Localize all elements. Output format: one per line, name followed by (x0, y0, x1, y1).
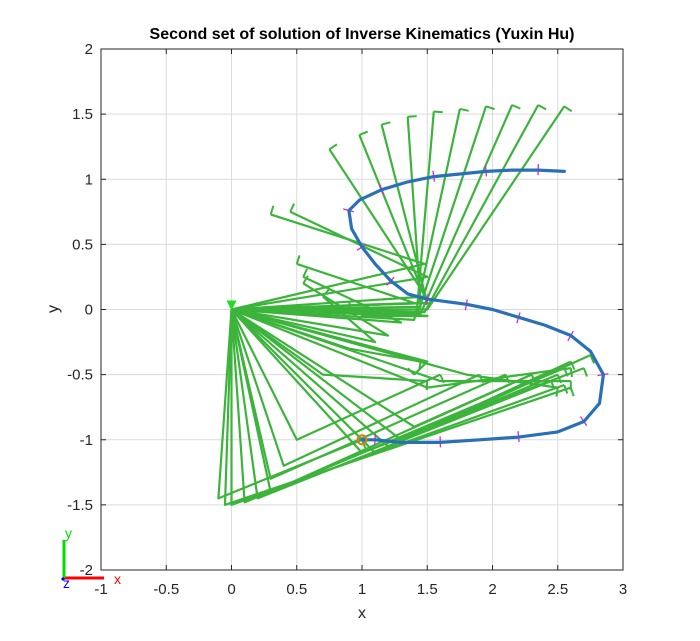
gripper-mark (555, 387, 559, 397)
arm-configuration (230, 309, 441, 441)
x-tick-label: 2.5 (547, 581, 568, 598)
arm-configuration (230, 308, 428, 383)
y-tick-label: 1 (85, 171, 93, 188)
arm-configuration (230, 309, 552, 500)
gripper-mark (485, 105, 495, 111)
y-tick-label: -1 (80, 432, 93, 449)
gripper-mark (328, 143, 338, 151)
triad-z-label: z (63, 575, 70, 591)
gripper-mark (433, 110, 443, 114)
gripper-mark (269, 205, 275, 215)
y-tick-label: 1.5 (72, 106, 93, 123)
markers (226, 300, 368, 446)
gripper-mark (569, 361, 576, 371)
arm-configuration (231, 282, 390, 337)
arm-configuration (231, 275, 403, 324)
x-tick-label: 0.5 (286, 581, 307, 598)
arm-configuration (231, 108, 461, 321)
gripper-mark (407, 367, 415, 376)
x-tick-label: -0.5 (153, 581, 179, 598)
gripper-mark (289, 203, 295, 213)
triad-x-label: x (114, 571, 121, 587)
arm-configuration (223, 309, 572, 506)
arm-configuration (230, 308, 559, 441)
x-tick-label: 1.5 (417, 581, 438, 598)
y-tick-label: -2 (80, 562, 93, 579)
gripper-mark (511, 104, 521, 110)
arm-configuration (231, 308, 429, 318)
x-tick-label: 3 (619, 581, 627, 598)
triad-z-axis (60, 576, 66, 582)
arm-configuration (231, 262, 416, 311)
y-tick-label: 0.5 (72, 236, 93, 253)
chart-title: Second set of solution of Inverse Kinema… (150, 26, 575, 43)
axis-ticks: -1 -0.5 0 0.5 1 1.5 2 2.5 3 -2 -1.5 -1 -0.5 0 0.5 1 1.5 2 (67, 41, 627, 598)
gripper-mark (589, 354, 596, 364)
x-tick-label: -1 (94, 581, 107, 598)
gripper-mark (381, 121, 391, 126)
gripper-mark (359, 130, 369, 136)
x-tick-label: 2 (488, 581, 496, 598)
arm-configuration (231, 213, 426, 311)
gripper-mark (347, 300, 351, 310)
base-marker (226, 300, 237, 311)
end-effector-path (347, 168, 606, 444)
axes-triad: x y z (60, 525, 121, 591)
triad-y-label: y (65, 525, 72, 541)
y-tick-label: 0 (85, 302, 93, 319)
gripper-mark (302, 275, 309, 284)
x-tick-label: 1 (358, 581, 366, 598)
path-line (347, 168, 606, 444)
x-tick-label: 0 (227, 581, 235, 598)
arm-configuration (230, 308, 572, 448)
y-axis-label: y (45, 305, 62, 313)
arm-configuration (231, 308, 571, 389)
gripper-mark (425, 381, 429, 391)
arm-configuration (230, 308, 591, 454)
arm-configuration (230, 309, 565, 506)
arm-configuration (231, 308, 571, 383)
gripper-mark (302, 268, 308, 278)
arm-configuration (231, 308, 429, 376)
arm-configuration (231, 210, 429, 311)
start-marker (356, 434, 368, 446)
gripper-mark (407, 115, 417, 118)
y-tick-label: -0.5 (67, 367, 93, 384)
arm-configuration (230, 308, 533, 428)
gripper-mark (322, 289, 330, 298)
gripper-mark (582, 367, 588, 377)
gripper-mark (295, 255, 301, 265)
arm-configuration (230, 308, 585, 454)
gripper-mark (563, 105, 573, 113)
gripper-mark (459, 107, 469, 112)
x-axis-label: x (358, 605, 366, 622)
y-tick-label: -1.5 (67, 497, 93, 514)
gripper-mark (537, 104, 547, 111)
y-tick-label: 2 (85, 41, 93, 58)
arm-configuration (230, 309, 480, 467)
arm-configuration (231, 295, 377, 344)
arm-configuration (217, 309, 363, 500)
gripper-mark (569, 367, 574, 378)
